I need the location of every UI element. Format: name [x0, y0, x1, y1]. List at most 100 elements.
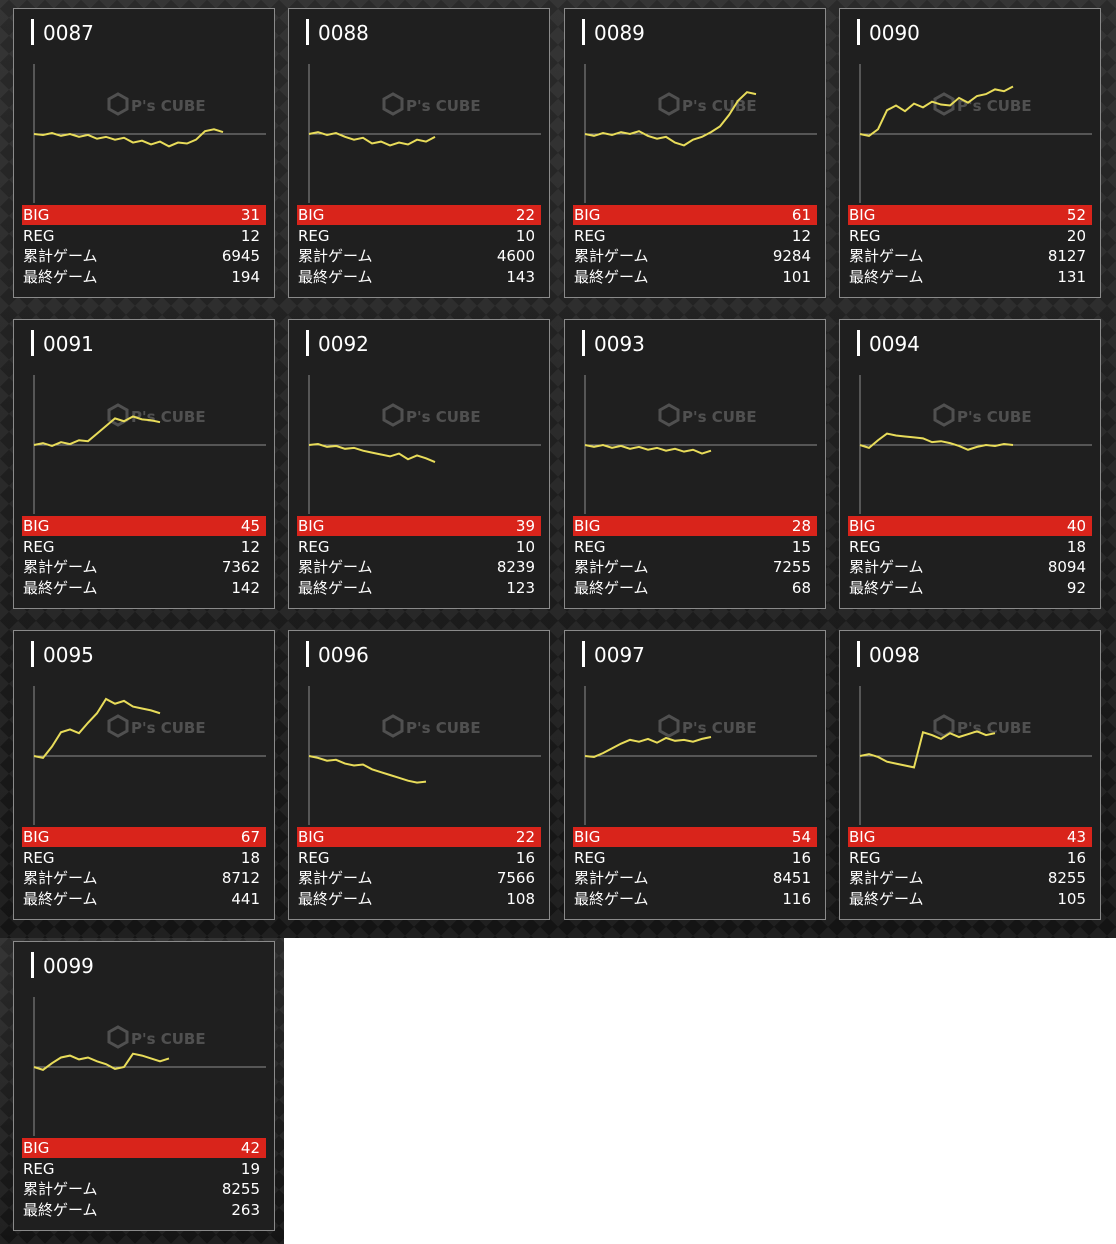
total-games-label: 累計ゲーム — [23, 558, 98, 577]
total-games-label: 累計ゲーム — [298, 869, 373, 888]
stats-table: BIG 61 REG 12 累計ゲーム 9284 最終ゲーム 101 — [573, 205, 817, 287]
total-games-value: 8451 — [772, 869, 811, 888]
machine-card-0091[interactable]: 0091 P's CUBE BIG 45 REG 12 累計ゲーム 7362 — [13, 319, 275, 609]
watermark-logo: P's CUBE — [382, 714, 481, 738]
watermark-brand-text: P's CUBE — [131, 1030, 206, 1048]
last-games-label: 最終ゲーム — [574, 267, 649, 286]
total-games-label: 累計ゲーム — [23, 247, 98, 266]
slump-graph: P's CUBE — [859, 375, 1092, 514]
total-games-row: 累計ゲーム 8255 — [848, 868, 1092, 888]
big-label: BIG — [849, 206, 876, 224]
reg-label: REG — [849, 537, 881, 556]
reg-row: REG 10 — [297, 226, 541, 246]
machine-card-0094[interactable]: 0094 P's CUBE BIG 40 REG 18 累計ゲーム 8094 — [839, 319, 1101, 609]
total-games-row: 累計ゲーム 9284 — [573, 246, 817, 266]
total-games-label: 累計ゲーム — [574, 558, 649, 577]
last-games-value: 263 — [231, 1200, 260, 1219]
slump-graph: P's CUBE — [308, 64, 541, 203]
total-games-row: 累計ゲーム 8451 — [573, 868, 817, 888]
machine-number: 0093 — [582, 330, 645, 356]
cube-icon — [658, 92, 680, 116]
reg-count: 19 — [240, 1159, 260, 1178]
stats-table: BIG 22 REG 10 累計ゲーム 4600 最終ゲーム 143 — [297, 205, 541, 287]
big-count: 28 — [791, 517, 811, 535]
total-games-value: 7255 — [772, 558, 811, 577]
reg-label: REG — [574, 226, 606, 245]
reg-label: REG — [298, 848, 330, 867]
machine-number: 0092 — [306, 330, 369, 356]
last-games-value: 116 — [782, 889, 811, 908]
reg-label: REG — [23, 537, 55, 556]
big-count: 43 — [1066, 828, 1086, 846]
total-games-value: 9284 — [772, 247, 811, 266]
total-games-label: 累計ゲーム — [574, 869, 649, 888]
machine-number: 0099 — [31, 952, 94, 978]
reg-row: REG 16 — [573, 848, 817, 868]
big-label: BIG — [849, 517, 876, 535]
machine-number: 0089 — [582, 19, 645, 45]
machine-card-0097[interactable]: 0097 P's CUBE BIG 54 REG 16 累計ゲーム 8451 — [564, 630, 826, 920]
big-count: 31 — [240, 206, 260, 224]
total-games-value: 8127 — [1047, 247, 1086, 266]
cube-icon — [107, 1025, 129, 1049]
cube-icon — [933, 403, 955, 427]
watermark-brand-text: P's CUBE — [682, 97, 757, 115]
last-games-value: 142 — [231, 578, 260, 597]
last-games-value: 194 — [231, 267, 260, 286]
machine-card-0098[interactable]: 0098 P's CUBE BIG 43 REG 16 累計ゲーム 8255 — [839, 630, 1101, 920]
machine-card-0089[interactable]: 0089 P's CUBE BIG 61 REG 12 累計ゲーム 9284 — [564, 8, 826, 298]
machine-card-0099[interactable]: 0099 P's CUBE BIG 42 REG 19 累計ゲーム 8255 — [13, 941, 275, 1231]
total-games-value: 4600 — [496, 247, 535, 266]
machine-number: 0090 — [857, 19, 920, 45]
stats-table: BIG 52 REG 20 累計ゲーム 8127 最終ゲーム 131 — [848, 205, 1092, 287]
machine-card-0090[interactable]: 0090 P's CUBE BIG 52 REG 20 累計ゲーム 8127 — [839, 8, 1101, 298]
machine-card-0088[interactable]: 0088 P's CUBE BIG 22 REG 10 累計ゲーム 4600 — [288, 8, 550, 298]
slump-line — [584, 91, 757, 147]
slump-line — [584, 443, 712, 455]
machine-number: 0094 — [857, 330, 920, 356]
reg-count: 12 — [240, 226, 260, 245]
reg-count: 16 — [1066, 848, 1086, 867]
last-games-row: 最終ゲーム 131 — [848, 267, 1092, 287]
big-row: BIG 31 — [22, 205, 266, 225]
reg-row: REG 10 — [297, 537, 541, 557]
machine-card-0095[interactable]: 0095 P's CUBE BIG 67 REG 18 累計ゲーム 8712 — [13, 630, 275, 920]
last-games-label: 最終ゲーム — [23, 267, 98, 286]
slump-line — [33, 1052, 170, 1071]
big-row: BIG 39 — [297, 516, 541, 536]
last-games-value: 101 — [782, 267, 811, 286]
stats-table: BIG 42 REG 19 累計ゲーム 8255 最終ゲーム 263 — [22, 1138, 266, 1220]
machine-card-0096[interactable]: 0096 P's CUBE BIG 22 REG 16 累計ゲーム 7566 — [288, 630, 550, 920]
last-games-value: 68 — [791, 578, 811, 597]
machine-number: 0096 — [306, 641, 369, 667]
reg-count: 15 — [791, 537, 811, 556]
big-row: BIG 40 — [848, 516, 1092, 536]
last-games-row: 最終ゲーム 108 — [297, 889, 541, 909]
watermark-brand-text: P's CUBE — [131, 97, 206, 115]
last-games-row: 最終ゲーム 68 — [573, 578, 817, 598]
slump-line — [308, 755, 427, 784]
machine-number: 0088 — [306, 19, 369, 45]
machine-card-0092[interactable]: 0092 P's CUBE BIG 39 REG 10 累計ゲーム 8239 — [288, 319, 550, 609]
machine-number: 0091 — [31, 330, 94, 356]
reg-count: 16 — [791, 848, 811, 867]
last-games-row: 最終ゲーム 116 — [573, 889, 817, 909]
stats-table: BIG 40 REG 18 累計ゲーム 8094 最終ゲーム 92 — [848, 516, 1092, 598]
cube-icon — [933, 92, 955, 116]
big-count: 45 — [240, 517, 260, 535]
big-label: BIG — [574, 517, 601, 535]
reg-label: REG — [23, 226, 55, 245]
big-count: 61 — [791, 206, 811, 224]
total-games-row: 累計ゲーム 8712 — [22, 868, 266, 888]
machine-card-0093[interactable]: 0093 P's CUBE BIG 28 REG 15 累計ゲーム 7255 — [564, 319, 826, 609]
watermark-brand-text: P's CUBE — [131, 408, 206, 426]
total-games-value: 8255 — [1047, 869, 1086, 888]
slump-line — [859, 432, 1014, 451]
stats-table: BIG 28 REG 15 累計ゲーム 7255 最終ゲーム 68 — [573, 516, 817, 598]
big-row: BIG 43 — [848, 827, 1092, 847]
last-games-value: 92 — [1066, 578, 1086, 597]
watermark-logo: P's CUBE — [658, 403, 757, 427]
stats-table: BIG 31 REG 12 累計ゲーム 6945 最終ゲーム 194 — [22, 205, 266, 287]
big-label: BIG — [574, 206, 601, 224]
machine-card-0087[interactable]: 0087 P's CUBE BIG 31 REG 12 累計ゲーム 6945 — [13, 8, 275, 298]
